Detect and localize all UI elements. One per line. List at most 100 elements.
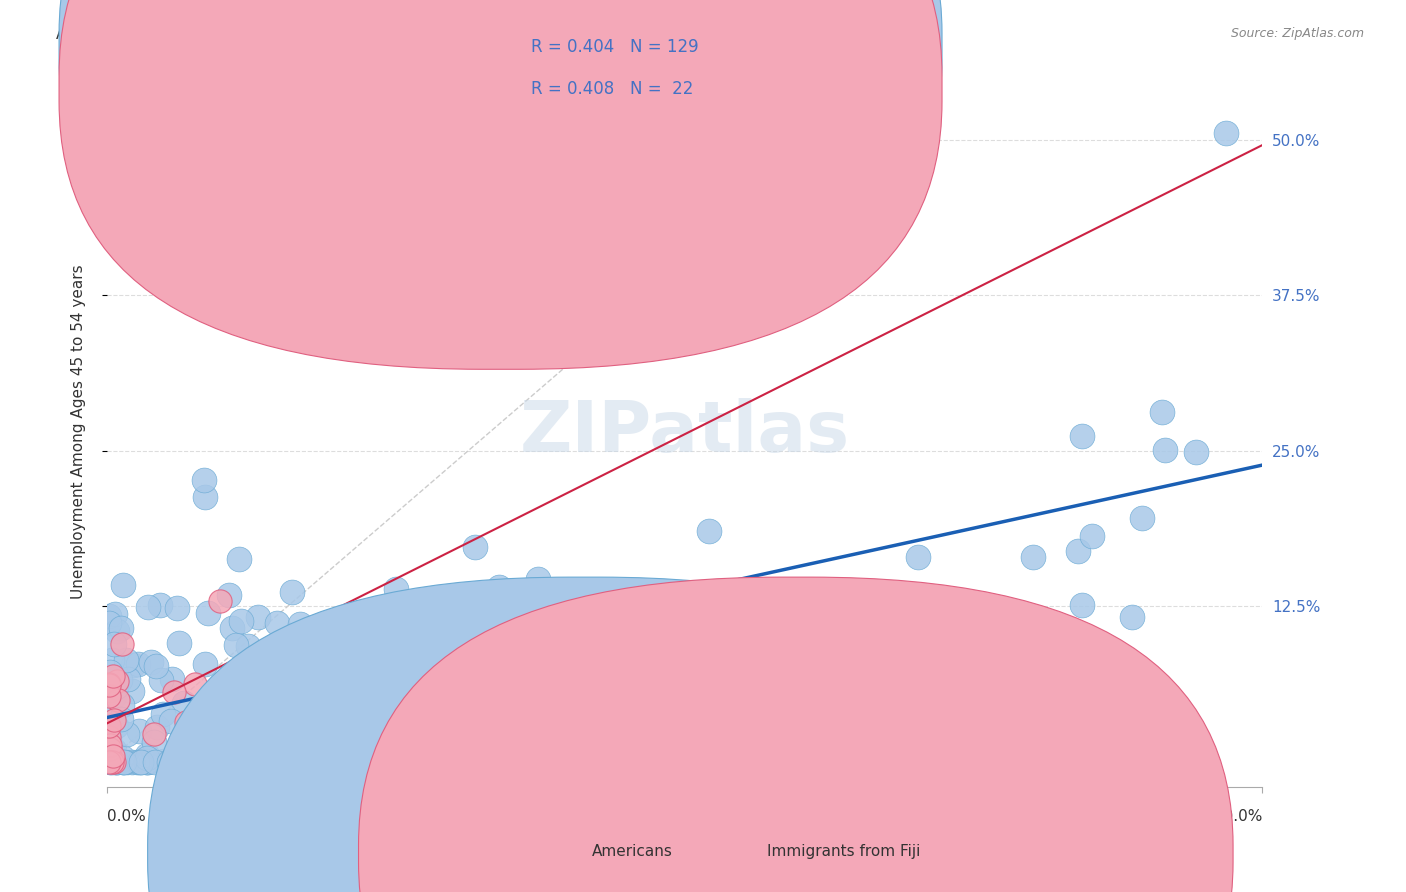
Point xyxy=(98,738,121,752)
Point xyxy=(104,719,127,733)
Point xyxy=(273,736,295,750)
Point xyxy=(97,690,120,704)
Point xyxy=(97,719,120,733)
Point xyxy=(1067,544,1090,558)
Point xyxy=(907,549,929,564)
Text: Source: ZipAtlas.com: Source: ZipAtlas.com xyxy=(1230,27,1364,40)
Point xyxy=(100,755,122,769)
Point xyxy=(100,665,122,680)
Point xyxy=(150,673,173,687)
Point xyxy=(526,748,548,763)
Point xyxy=(117,755,139,769)
Point xyxy=(122,658,145,673)
Point xyxy=(193,474,215,488)
Point xyxy=(121,755,143,769)
Point xyxy=(1080,529,1102,543)
Point xyxy=(167,636,190,650)
Text: R = 0.408   N =  22: R = 0.408 N = 22 xyxy=(531,80,693,98)
Point xyxy=(107,755,129,769)
Point xyxy=(104,607,127,622)
Point xyxy=(135,747,157,762)
Point xyxy=(250,704,273,718)
Point xyxy=(111,755,134,769)
Point xyxy=(262,662,284,676)
Text: 80.0%: 80.0% xyxy=(1215,809,1263,824)
Point xyxy=(98,616,121,631)
Point xyxy=(107,693,129,707)
Point xyxy=(110,637,132,651)
Point xyxy=(173,696,195,710)
Point xyxy=(115,727,138,741)
Point xyxy=(127,657,149,671)
Point xyxy=(101,748,124,763)
Point xyxy=(111,698,134,712)
Text: Americans: Americans xyxy=(592,845,673,859)
Point xyxy=(112,755,135,769)
Point xyxy=(173,755,195,769)
Point xyxy=(266,615,288,630)
Point xyxy=(273,755,295,769)
Point xyxy=(110,712,132,726)
Point xyxy=(174,715,197,730)
Point xyxy=(1130,511,1153,525)
Point xyxy=(209,594,232,608)
Point xyxy=(152,706,174,721)
Point xyxy=(101,669,124,683)
Point xyxy=(160,672,183,686)
Text: Immigrants from Fiji: Immigrants from Fiji xyxy=(766,845,921,859)
Point xyxy=(1070,429,1092,443)
Point xyxy=(125,755,148,769)
Point xyxy=(585,721,607,735)
Point xyxy=(547,714,569,729)
Text: R = 0.404   N = 129: R = 0.404 N = 129 xyxy=(531,38,699,56)
Point xyxy=(159,755,181,769)
Point xyxy=(488,580,510,594)
Point xyxy=(166,601,188,615)
Point xyxy=(247,610,270,624)
Point xyxy=(108,673,131,688)
Point xyxy=(115,652,138,666)
Point xyxy=(247,722,270,736)
Point xyxy=(1215,127,1237,141)
Point xyxy=(297,672,319,686)
Point xyxy=(153,754,176,768)
Point xyxy=(111,749,134,764)
Point xyxy=(191,705,214,719)
Point xyxy=(143,735,166,749)
Point xyxy=(157,755,180,769)
Point xyxy=(207,727,229,741)
Point xyxy=(280,584,302,599)
Point xyxy=(271,707,294,722)
Point xyxy=(98,742,121,756)
Point xyxy=(136,755,159,769)
Point xyxy=(98,609,121,624)
Point xyxy=(97,677,120,691)
Point xyxy=(194,657,217,671)
Point xyxy=(135,751,157,765)
Point xyxy=(97,678,120,692)
Point xyxy=(225,638,247,652)
Point xyxy=(128,723,150,738)
Point xyxy=(200,755,222,769)
Point xyxy=(229,614,252,628)
Point xyxy=(221,621,243,635)
Point xyxy=(273,755,295,769)
Point xyxy=(214,738,236,752)
Point xyxy=(242,745,264,759)
Point xyxy=(292,755,315,769)
Point xyxy=(146,720,169,734)
Text: 0.0%: 0.0% xyxy=(107,809,146,824)
Point xyxy=(136,599,159,614)
Point xyxy=(464,540,486,554)
Point xyxy=(145,659,167,673)
Point xyxy=(98,711,121,725)
Point xyxy=(103,755,125,769)
Point xyxy=(105,673,128,688)
Point xyxy=(105,755,128,769)
Point xyxy=(818,592,841,607)
Point xyxy=(228,551,250,566)
Text: AMERICAN VS IMMIGRANTS FROM FIJI UNEMPLOYMENT AMONG AGES 45 TO 54 YEARS CORRELAT: AMERICAN VS IMMIGRANTS FROM FIJI UNEMPLO… xyxy=(56,27,845,42)
Point xyxy=(1022,549,1045,564)
Point xyxy=(117,672,139,686)
Point xyxy=(218,588,240,602)
